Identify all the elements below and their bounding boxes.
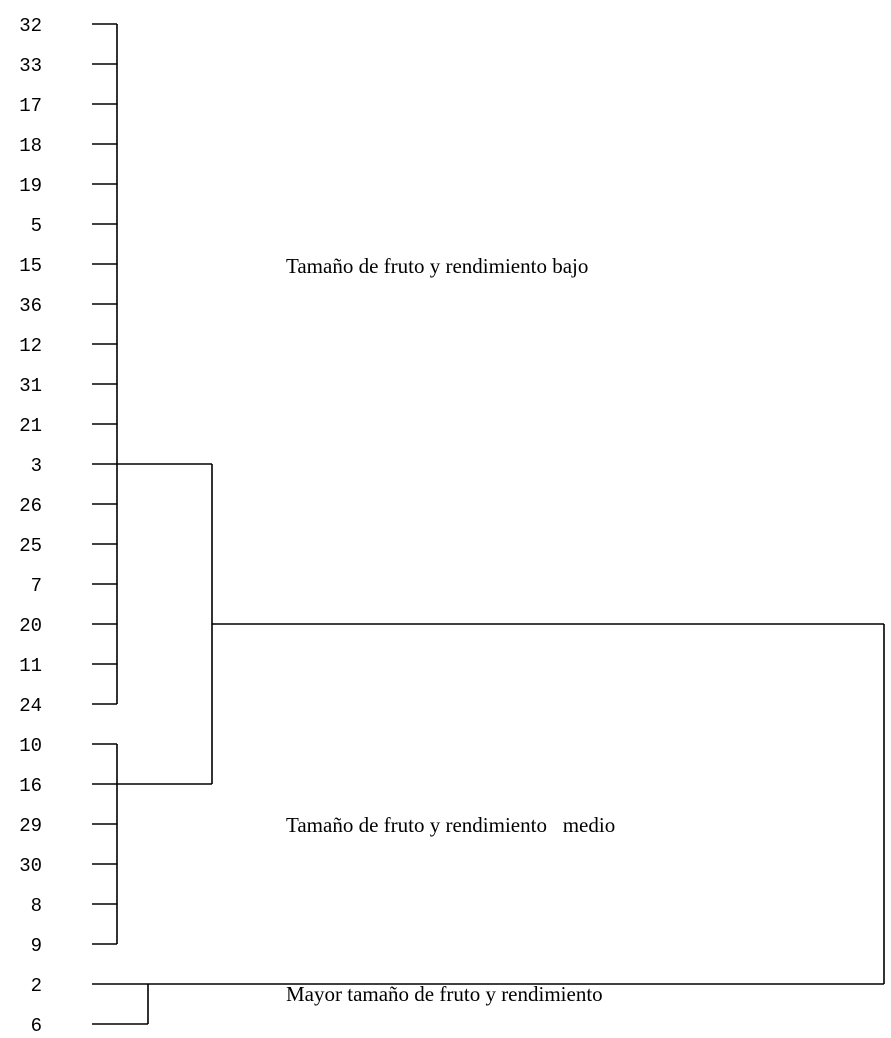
cluster-label-high: Mayor tamaño de fruto y rendimiento — [286, 982, 603, 1006]
leaf-label: 5 — [31, 215, 42, 237]
leaf-label: 15 — [19, 255, 42, 277]
leaf-label: 29 — [19, 815, 42, 837]
leaf-labels: 3233171819515361231213262572011241016293… — [19, 15, 42, 1037]
leaf-label: 36 — [19, 295, 42, 317]
dendrogram-branches — [92, 23, 885, 1025]
leaf-label: 7 — [31, 575, 42, 597]
leaf-label: 21 — [19, 415, 42, 437]
leaf-label: 26 — [19, 495, 42, 517]
leaf-label: 31 — [19, 375, 42, 397]
leaf-label: 6 — [31, 1015, 42, 1037]
leaf-label: 32 — [19, 15, 42, 37]
cluster-label-medium: Tamaño de fruto y rendimiento medio — [286, 813, 615, 837]
leaf-label: 19 — [19, 175, 42, 197]
leaf-label: 16 — [19, 775, 42, 797]
cluster-label-low: Tamaño de fruto y rendimiento bajo — [286, 254, 588, 278]
leaf-label: 12 — [19, 335, 42, 357]
leaf-label: 9 — [31, 935, 42, 957]
leaf-label: 10 — [19, 735, 42, 757]
leaf-label: 3 — [31, 455, 42, 477]
leaf-label: 33 — [19, 55, 42, 77]
leaf-label: 20 — [19, 615, 42, 637]
leaf-label: 24 — [19, 695, 42, 717]
leaf-label: 30 — [19, 855, 42, 877]
leaf-label: 8 — [31, 895, 42, 917]
leaf-label: 2 — [31, 975, 42, 997]
leaf-label: 11 — [19, 655, 42, 677]
leaf-label: 17 — [19, 95, 42, 117]
leaf-label: 25 — [19, 535, 42, 557]
leaf-label: 18 — [19, 135, 42, 157]
